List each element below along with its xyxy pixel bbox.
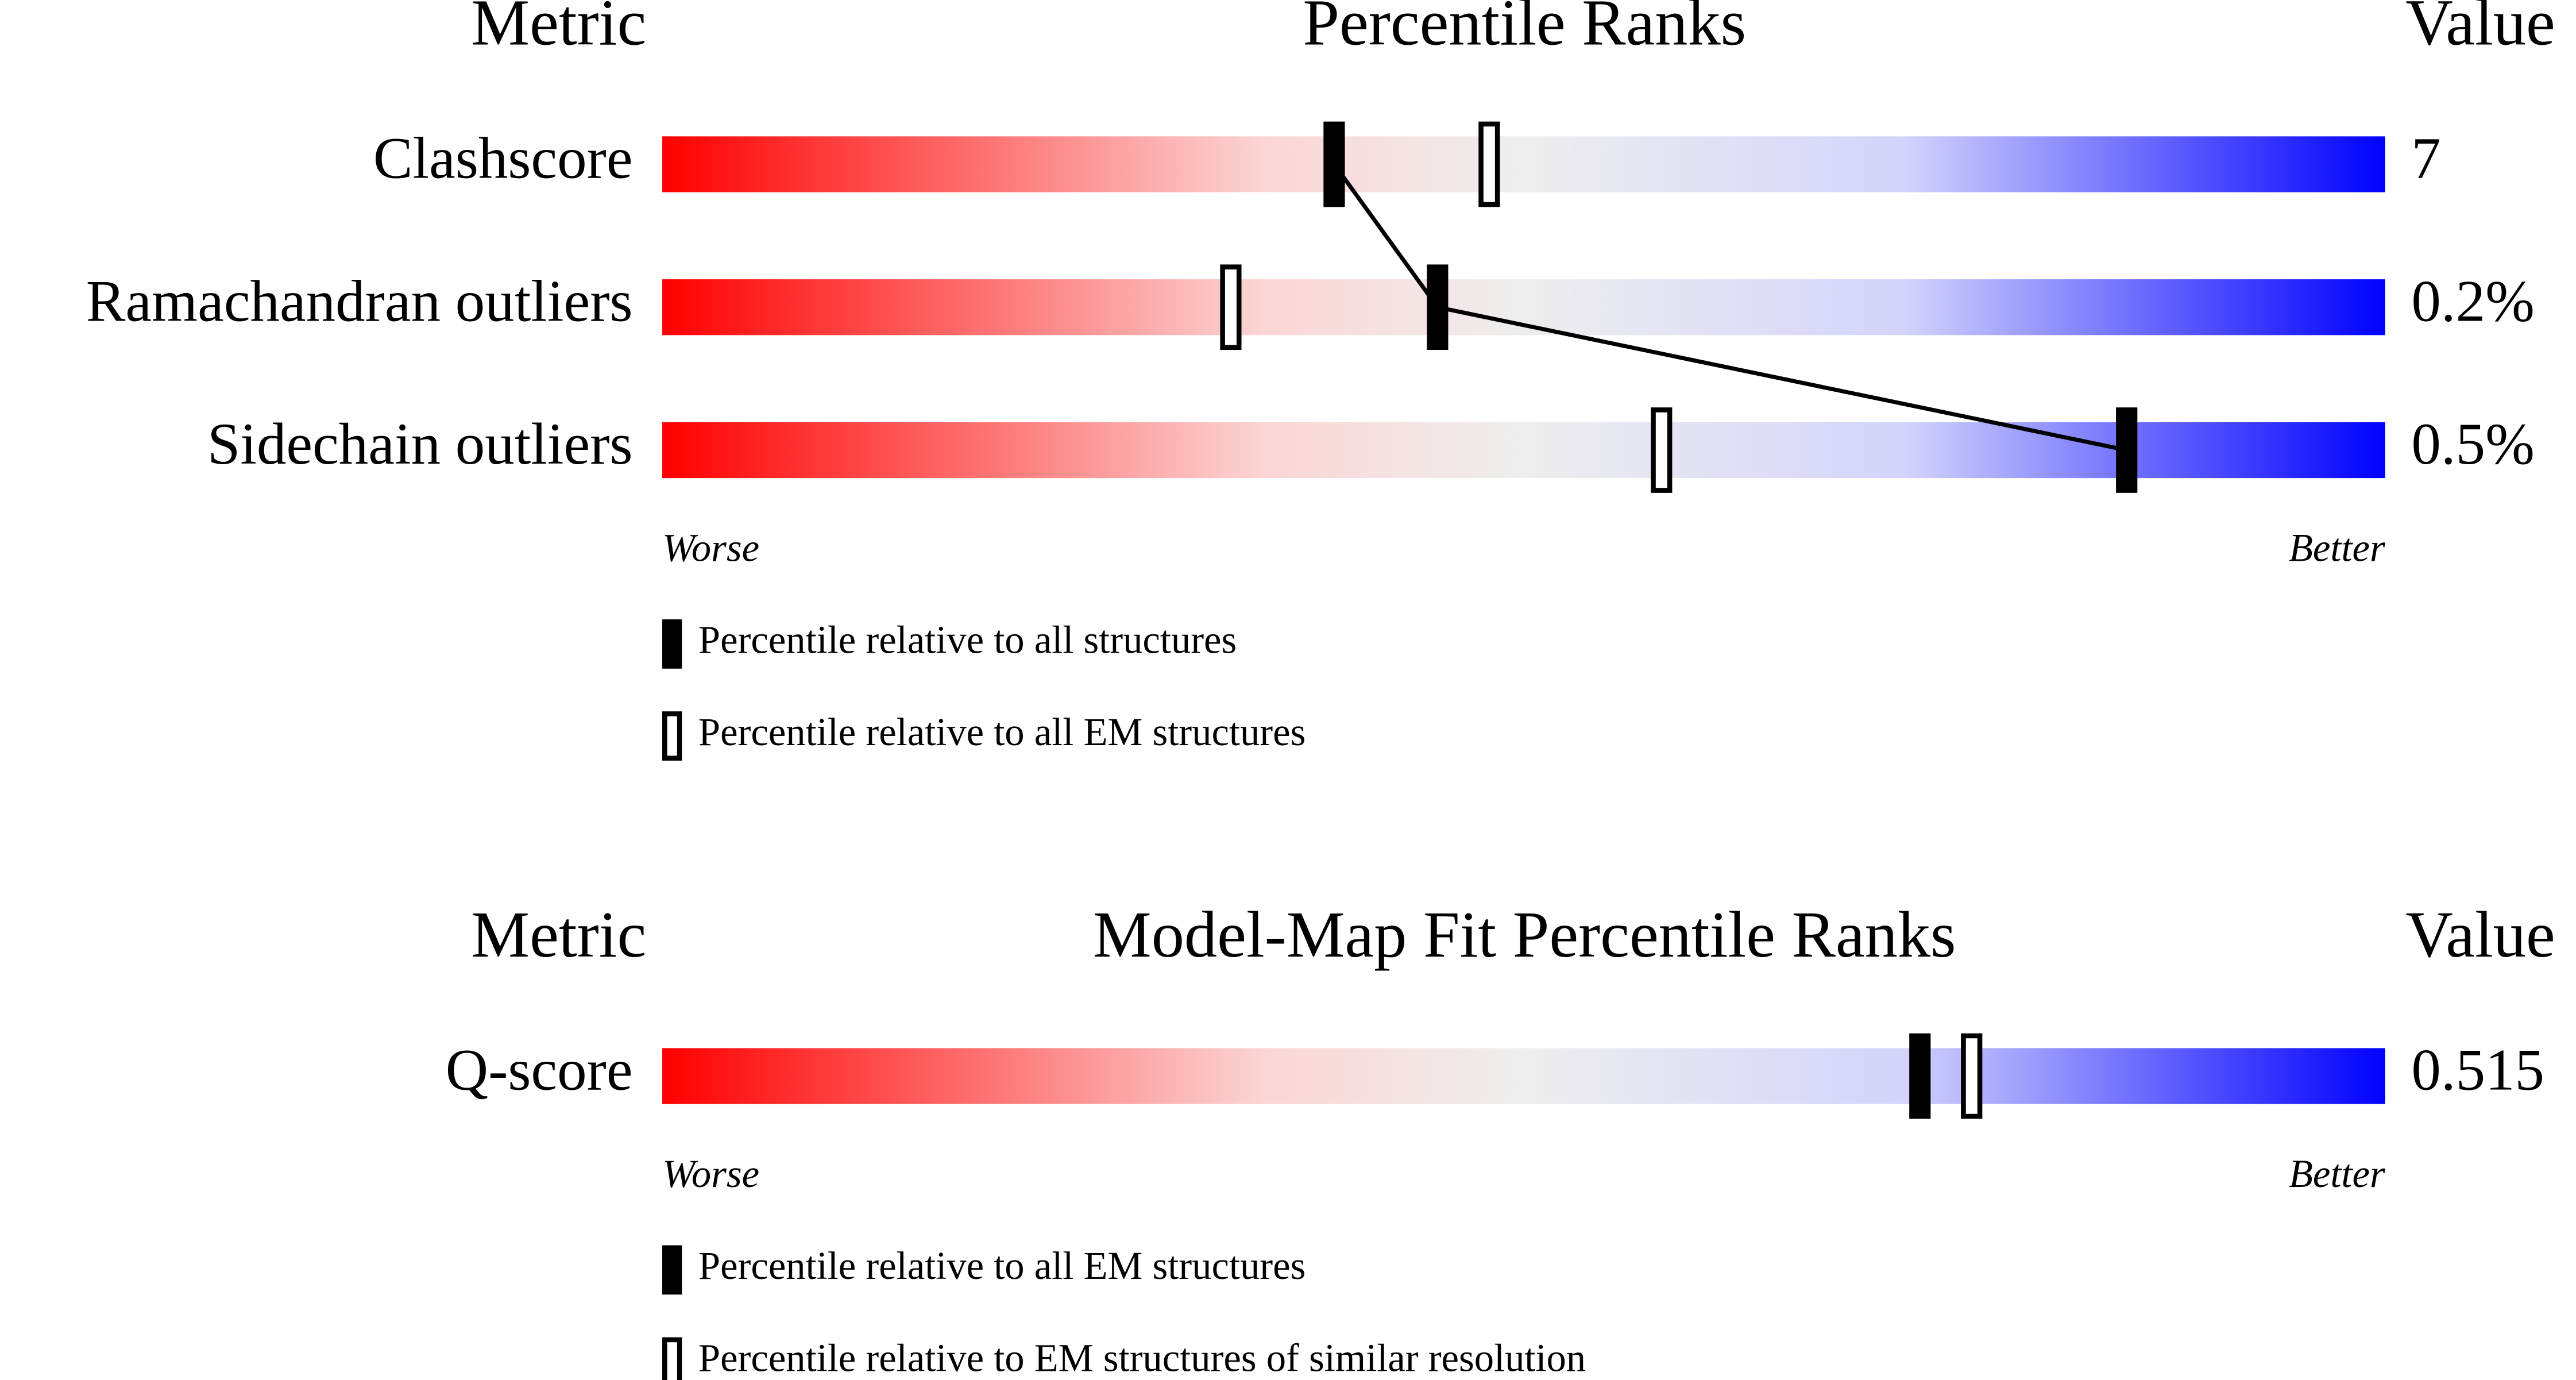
legend-label: Percentile relative to all EM structures (698, 710, 1306, 754)
column-header: Metric (471, 0, 646, 59)
percentile-marker (1427, 264, 1449, 350)
chart-title: Model-Map Fit Percentile Ranks (1093, 898, 1956, 971)
percentile-bar (662, 136, 2385, 192)
axis-low-label: Worse (662, 526, 759, 570)
legend-swatch (662, 619, 682, 669)
percentile-bar (662, 422, 2385, 479)
legend-swatch (662, 1245, 682, 1295)
legend-label: Percentile relative to all EM structures (698, 1244, 1306, 1288)
metric-label: Q-score (446, 1038, 633, 1103)
axis-high-label: Better (2289, 1152, 2385, 1196)
column-header: Value (2405, 0, 2555, 59)
percentile-marker (1909, 1033, 1931, 1119)
metric-label: Sidechain outliers (207, 411, 632, 477)
chart-title: Percentile Ranks (1303, 0, 1746, 59)
percentile-marker (2116, 407, 2138, 493)
legend-label: Percentile relative to all structures (698, 618, 1237, 662)
percentile-bar (662, 1048, 2385, 1104)
axis-low-label: Worse (662, 1152, 759, 1196)
metric-label: Clashscore (373, 126, 633, 191)
metric-label: Ramachandran outliers (86, 268, 633, 334)
metric-value: 0.5% (2411, 411, 2534, 477)
percentile-marker (1220, 264, 1242, 350)
percentile-marker (1478, 121, 1500, 207)
percentile-marker (1961, 1033, 1983, 1119)
metric-value: 0.515 (2411, 1038, 2544, 1103)
axis-high-label: Better (2289, 526, 2385, 570)
percentile-marker (1651, 407, 1673, 493)
percentile-marker (1323, 121, 1345, 207)
metric-value: 7 (2411, 126, 2440, 191)
column-header: Metric (471, 898, 646, 971)
metric-value: 0.2% (2411, 268, 2534, 334)
legend-swatch (662, 711, 682, 761)
column-header: Value (2405, 898, 2555, 971)
legend-label: Percentile relative to EM structures of … (698, 1336, 1586, 1379)
legend-swatch (662, 1337, 682, 1380)
